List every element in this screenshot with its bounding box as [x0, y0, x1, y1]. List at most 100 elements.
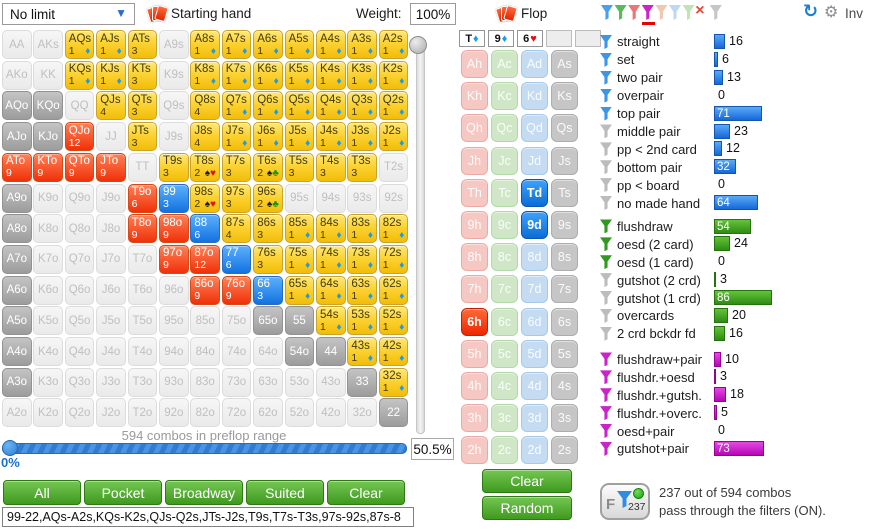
- range-button-pocket[interactable]: Pocket: [84, 480, 162, 505]
- card-5d[interactable]: 5d: [521, 339, 548, 368]
- board-slot-2[interactable]: 9 ♦: [488, 30, 514, 47]
- hand-cell-Q8o[interactable]: Q8o: [64, 214, 95, 244]
- stat-funnel-icon[interactable]: [600, 441, 612, 456]
- hand-cell-Q2s[interactable]: Q2s 1 ♦: [378, 91, 409, 121]
- hand-cell-A6s[interactable]: A6s 1 ♦: [253, 30, 283, 59]
- hand-cell-75o[interactable]: 75o: [221, 306, 252, 336]
- board-slot-5[interactable]: [575, 30, 601, 47]
- hand-cell-J8o[interactable]: J8o: [96, 214, 126, 244]
- hand-cell-Q8s[interactable]: Q8s 4: [190, 91, 220, 121]
- hand-cell-97o[interactable]: 97o 9: [159, 244, 189, 274]
- stat-funnel-icon[interactable]: [600, 406, 612, 421]
- hand-cell-74s[interactable]: 74s 1 ♦: [316, 244, 346, 274]
- stat-funnel-icon[interactable]: [600, 352, 612, 367]
- hand-cell-A6o[interactable]: A6o: [2, 275, 32, 305]
- hand-cell-96s[interactable]: 96s 2 ♠♣: [253, 183, 283, 213]
- hand-cell-Q6o[interactable]: Q6o: [64, 275, 95, 305]
- stat-funnel-icon[interactable]: [600, 308, 612, 323]
- hand-cell-62o[interactable]: 62o: [253, 398, 283, 428]
- hand-cell-63s[interactable]: 63s 1 ♦: [347, 275, 377, 305]
- hand-cell-T9s[interactable]: T9s 3: [159, 152, 189, 182]
- hand-cell-99[interactable]: 99 3: [159, 183, 189, 213]
- board-slot-4[interactable]: [546, 30, 572, 47]
- card-Kd[interactable]: Kd: [521, 82, 548, 111]
- card-4c[interactable]: 4c: [491, 372, 518, 400]
- hand-cell-95s[interactable]: 95s: [284, 183, 315, 213]
- hand-cell-22[interactable]: 22: [378, 398, 409, 428]
- stat-funnel-icon[interactable]: [600, 178, 612, 193]
- hand-cell-A8s[interactable]: A8s 1 ♦: [190, 30, 220, 59]
- hand-cell-T5o[interactable]: T5o: [127, 306, 158, 336]
- hand-cell-QTs[interactable]: QTs 3: [127, 91, 158, 121]
- hand-cell-52s[interactable]: 52s 1 ♦: [378, 306, 409, 336]
- hand-cell-JTs[interactable]: JTs 3: [127, 122, 158, 152]
- hand-cell-T8o[interactable]: T8o 9: [127, 214, 158, 244]
- hand-cell-Q5s[interactable]: Q5s 1 ♦: [284, 91, 315, 121]
- hand-cell-K4s[interactable]: K4s 1 ♦: [316, 60, 346, 90]
- hand-cell-JJ[interactable]: JJ: [96, 122, 126, 152]
- stat-funnel-icon[interactable]: [600, 388, 612, 403]
- hand-cell-64s[interactable]: 64s 1 ♦: [316, 275, 346, 305]
- hand-cell-72s[interactable]: 72s 1 ♦: [378, 244, 409, 274]
- hand-cell-73o[interactable]: 73o: [221, 367, 252, 397]
- hand-cell-AA[interactable]: AA: [2, 30, 32, 59]
- card-3h[interactable]: 3h: [461, 404, 488, 433]
- card-5h[interactable]: 5h: [461, 339, 488, 368]
- card-Jc[interactable]: Jc: [491, 146, 518, 175]
- hand-cell-AQo[interactable]: AQo: [2, 91, 32, 121]
- hand-cell-T8s[interactable]: T8s 2 ♠♥: [190, 152, 220, 182]
- card-Td[interactable]: Td: [521, 178, 548, 207]
- hand-cell-T5s[interactable]: T5s 3: [284, 152, 315, 182]
- card-7c[interactable]: 7c: [491, 275, 518, 304]
- hand-cell-K9o[interactable]: K9o: [33, 183, 63, 213]
- hand-cell-K3o[interactable]: K3o: [33, 367, 63, 397]
- hand-cell-K7o[interactable]: K7o: [33, 244, 63, 274]
- stat-funnel-icon[interactable]: [600, 142, 612, 157]
- hand-cell-92s[interactable]: 92s: [378, 183, 409, 213]
- hand-cell-84o[interactable]: 84o: [190, 337, 220, 366]
- hand-cell-T7s[interactable]: T7s 3: [221, 152, 252, 182]
- hand-cell-KQo[interactable]: KQo: [33, 91, 63, 121]
- stat-funnel-icon[interactable]: [600, 34, 612, 49]
- hand-cell-Q9s[interactable]: Q9s: [159, 91, 189, 121]
- hand-cell-K5s[interactable]: K5s 1 ♦: [284, 60, 315, 90]
- hand-cell-K6o[interactable]: K6o: [33, 275, 63, 305]
- hand-cell-43o[interactable]: 43o: [316, 367, 346, 397]
- stat-funnel-icon[interactable]: [600, 106, 612, 121]
- hand-cell-76o[interactable]: 76o 9: [221, 275, 252, 305]
- hand-cell-32o[interactable]: 32o: [347, 398, 377, 428]
- hand-cell-QTo[interactable]: QTo 9: [64, 152, 95, 182]
- hand-cell-53s[interactable]: 53s 1 ♦: [347, 306, 377, 336]
- hand-cell-T3s[interactable]: T3s 3: [347, 152, 377, 182]
- hand-cell-55[interactable]: 55: [284, 306, 315, 336]
- hand-cell-AJo[interactable]: AJo: [2, 122, 32, 152]
- hand-cell-K2o[interactable]: K2o: [33, 398, 63, 428]
- stat-funnel-icon[interactable]: [600, 273, 612, 288]
- filter-funnel-icon-2[interactable]: [614, 5, 627, 20]
- range-percent-box[interactable]: 50.5%: [411, 438, 454, 460]
- hand-cell-ATs[interactable]: ATs 3: [127, 30, 158, 59]
- card-8s[interactable]: 8s: [551, 243, 578, 272]
- hand-cell-KTo[interactable]: KTo 9: [33, 152, 63, 182]
- hand-cell-A3o[interactable]: A3o: [2, 367, 32, 397]
- filter-count-badge[interactable]: F 237: [600, 483, 650, 520]
- hand-cell-87s[interactable]: 87s 4: [221, 214, 252, 244]
- hand-cell-AKs[interactable]: AKs: [33, 30, 63, 59]
- hand-cell-J4s[interactable]: J4s 1 ♦: [316, 122, 346, 152]
- hand-cell-64o[interactable]: 64o: [253, 337, 283, 366]
- hand-cell-T2s[interactable]: T2s: [378, 152, 409, 182]
- card-4s[interactable]: 4s: [551, 372, 578, 400]
- hand-cell-A9o[interactable]: A9o: [2, 183, 32, 213]
- hand-cell-52o[interactable]: 52o: [284, 398, 315, 428]
- filter-funnel-icon-6[interactable]: [669, 5, 681, 20]
- hand-cell-54s[interactable]: 54s 1 ♦: [316, 306, 346, 336]
- card-Qh[interactable]: Qh: [461, 114, 488, 143]
- game-type-dropdown[interactable]: No limit ▼: [2, 3, 135, 25]
- hand-cell-A4o[interactable]: A4o: [2, 337, 32, 366]
- stat-funnel-icon[interactable]: [600, 326, 612, 341]
- hand-cell-T2o[interactable]: T2o: [127, 398, 158, 428]
- hand-cell-Q4o[interactable]: Q4o: [64, 337, 95, 366]
- hand-cell-AJs[interactable]: AJs 1 ♦: [96, 30, 126, 59]
- hand-cell-A5o[interactable]: A5o: [2, 306, 32, 336]
- card-Ac[interactable]: Ac: [491, 50, 518, 78]
